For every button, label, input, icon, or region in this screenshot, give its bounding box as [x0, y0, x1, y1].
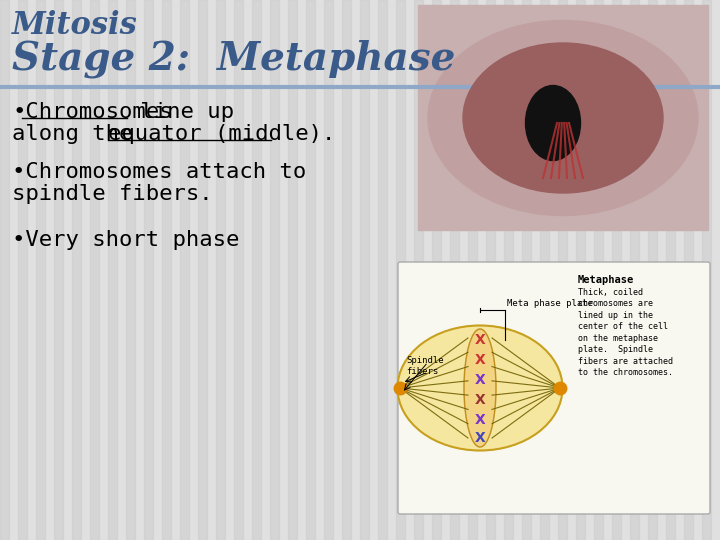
- Bar: [252, 0, 261, 540]
- Bar: [378, 0, 387, 540]
- Text: X: X: [474, 353, 485, 367]
- Bar: [216, 0, 225, 540]
- Text: X: X: [474, 373, 485, 387]
- Ellipse shape: [526, 85, 580, 160]
- Bar: [180, 0, 189, 540]
- Bar: [90, 0, 99, 540]
- Bar: [36, 0, 45, 540]
- Bar: [594, 0, 603, 540]
- Bar: [270, 0, 279, 540]
- Bar: [450, 0, 459, 540]
- Bar: [504, 0, 513, 540]
- Text: •Very short phase: •Very short phase: [12, 230, 239, 250]
- Text: Spindle
fibers: Spindle fibers: [406, 356, 444, 376]
- Bar: [576, 0, 585, 540]
- Ellipse shape: [463, 43, 663, 193]
- Text: along the: along the: [12, 124, 145, 144]
- Bar: [342, 0, 351, 540]
- FancyBboxPatch shape: [398, 262, 710, 514]
- Bar: [396, 0, 405, 540]
- Bar: [198, 0, 207, 540]
- Bar: [432, 0, 441, 540]
- Bar: [324, 0, 333, 540]
- Bar: [108, 0, 117, 540]
- Bar: [306, 0, 315, 540]
- Bar: [558, 0, 567, 540]
- Bar: [522, 0, 531, 540]
- Bar: [702, 0, 711, 540]
- Text: X: X: [474, 431, 485, 445]
- Bar: [72, 0, 81, 540]
- Text: Thick, coiled
chromosomes are
lined up in the
center of the cell
on the metaphas: Thick, coiled chromosomes are lined up i…: [578, 288, 673, 377]
- Bar: [684, 0, 693, 540]
- Ellipse shape: [464, 329, 496, 447]
- Text: Stage 2:  Metaphase: Stage 2: Metaphase: [12, 40, 455, 78]
- Bar: [666, 0, 675, 540]
- Bar: [0, 0, 9, 540]
- Bar: [162, 0, 171, 540]
- Bar: [612, 0, 621, 540]
- Ellipse shape: [428, 21, 698, 215]
- Bar: [54, 0, 63, 540]
- Text: •Chromosomes: •Chromosomes: [12, 102, 173, 122]
- Bar: [414, 0, 423, 540]
- Text: Mitosis: Mitosis: [12, 10, 138, 41]
- Text: equator (middle).: equator (middle).: [108, 124, 336, 144]
- Bar: [18, 0, 27, 540]
- Text: X: X: [474, 333, 485, 347]
- Ellipse shape: [397, 326, 562, 450]
- Bar: [630, 0, 639, 540]
- Bar: [288, 0, 297, 540]
- Bar: [418, 5, 708, 230]
- Text: spindle fibers.: spindle fibers.: [12, 184, 212, 204]
- Text: •Chromosomes attach to: •Chromosomes attach to: [12, 162, 306, 182]
- Bar: [648, 0, 657, 540]
- Bar: [126, 0, 135, 540]
- Text: line up: line up: [127, 102, 234, 122]
- Bar: [468, 0, 477, 540]
- Bar: [144, 0, 153, 540]
- Text: X: X: [474, 393, 485, 407]
- Text: X: X: [474, 413, 485, 427]
- Bar: [486, 0, 495, 540]
- Bar: [234, 0, 243, 540]
- Text: Meta phase plate: Meta phase plate: [507, 299, 593, 308]
- Bar: [360, 0, 369, 540]
- Bar: [540, 0, 549, 540]
- Text: Metaphase: Metaphase: [578, 275, 634, 285]
